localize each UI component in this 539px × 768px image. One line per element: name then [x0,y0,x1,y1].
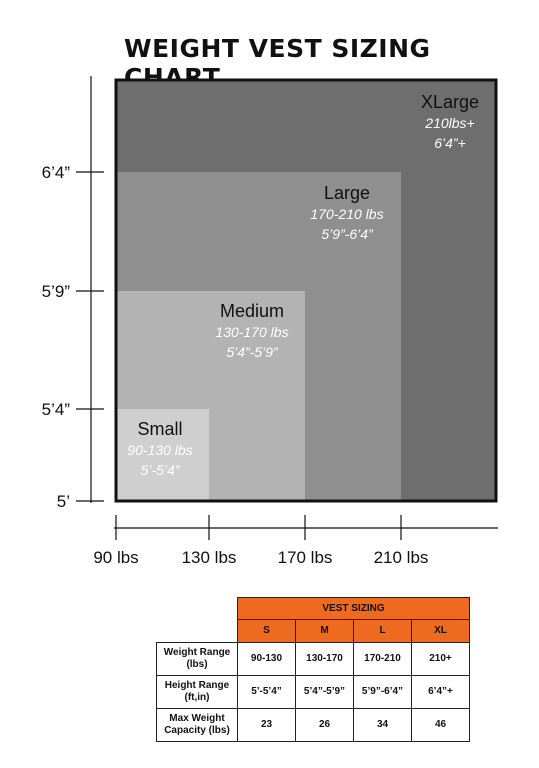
x-tick-label: 170 lbs [278,548,333,567]
table-cell: 5’-5’4” [237,674,296,709]
x-tick-label: 130 lbs [182,548,237,567]
size-height-large: 5’9”-6’4” [321,226,374,242]
y-tick-label: 5’9” [42,282,71,301]
size-weight-large: 170-210 lbs [310,206,383,222]
chart-frame [114,78,498,503]
table-cell: 90-130 [237,641,296,676]
table-corner-2 [157,620,238,643]
table-column-xl: XL [411,619,470,643]
y-tick-label: 6’4” [42,163,71,182]
table-column-s: S [237,619,296,643]
table-row: Weight Range (lbs) 90-130 130-170 170-210 21… [156,641,470,676]
table-cell: 26 [295,707,354,742]
chart-title-text: WEIGHT VEST SIZING CHART [124,34,431,92]
size-name-small: Small [137,419,182,439]
y-tick-label: 5’ [57,492,70,511]
table-column-m: M [295,619,354,643]
sizing-chart: Small 90-130 lbs 5’-5’4” Medium 130-170 lbs 5… [42,76,498,567]
table-corner [157,598,238,620]
x-tick-label: 210 lbs [374,548,429,567]
table-header: VEST SIZING [237,597,470,620]
table-cell: 130-170 [295,641,354,676]
size-name-xlarge: XLarge [421,92,479,112]
size-name-medium: Medium [220,301,284,321]
size-height-xlarge: 6’4”+ [434,135,466,151]
table-row: Height Range (ft,in) 5’-5’4” 5’4”-5’9” 5’9”… [156,674,470,709]
size-height-medium: 5’4”-5’9” [226,344,279,360]
table-column-row: S M L XL [157,619,470,643]
size-name-large: Large [324,183,370,203]
table-cell: 5’4”-5’9” [295,674,354,709]
size-region-small [116,409,209,501]
x-tick-label: 90 lbs [93,548,138,567]
table-cell: 34 [353,707,412,742]
table-cell: 23 [237,707,296,742]
vest-sizing-table: VEST SIZING S M L XL Weight Range (lbs) 90-1… [156,597,470,742]
table-cell: 210+ [411,641,470,676]
table-row-label: Max Weight Capacity (lbs) [156,707,238,742]
table-cell: 170-210 [353,641,412,676]
table-column-l: L [353,619,412,643]
size-height-small: 5’-5’4” [141,462,181,478]
chart-title: WEIGHT VEST SIZING CHART [0,34,539,92]
table-row-label: Weight Range (lbs) [156,641,238,676]
size-weight-small: 90-130 lbs [127,442,192,458]
size-weight-xlarge: 210lbs+ [424,115,474,131]
table-row-label: Height Range (ft,in) [156,674,238,709]
table-cell: 6’4”+ [411,674,470,709]
table-cell: 5’9”-6’4” [353,674,412,709]
table-cell: 46 [411,707,470,742]
size-weight-medium: 130-170 lbs [215,324,288,340]
table-row: Max Weight Capacity (lbs) 23 26 34 46 [156,707,470,742]
y-tick-label: 5’4” [42,400,71,419]
